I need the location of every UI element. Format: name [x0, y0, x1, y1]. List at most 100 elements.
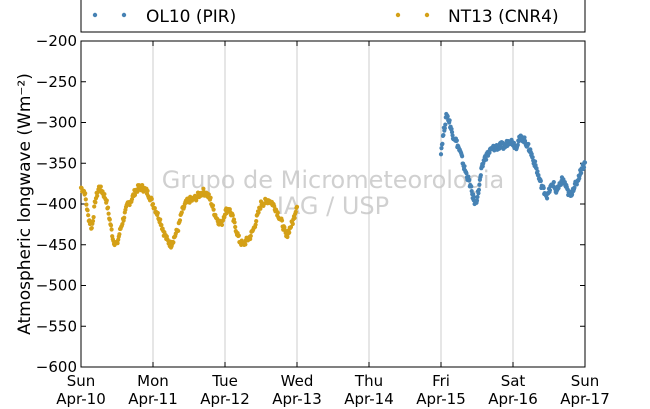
data-point-nt13 [256, 210, 261, 215]
data-point-ol10 [532, 159, 538, 164]
x-tick-label-date: Apr-16 [488, 390, 538, 408]
data-point-nt13 [95, 193, 100, 198]
data-point-nt13 [90, 218, 96, 224]
data-point-nt13 [104, 198, 109, 203]
data-point-nt13 [176, 228, 181, 234]
y-tick-label: −400 [36, 195, 77, 213]
watermark-line-1: Grupo de Micrometeorologia [162, 166, 504, 194]
x-tick-label-day: Thu [354, 372, 383, 390]
data-point-nt13 [135, 189, 140, 194]
data-point-nt13 [233, 224, 238, 230]
data-point-nt13 [106, 211, 111, 216]
x-tick-label-date: Apr-10 [56, 390, 106, 408]
data-point-nt13 [232, 220, 237, 225]
data-point-nt13 [275, 210, 280, 215]
data-point-nt13 [177, 218, 183, 223]
data-point-ol10 [551, 180, 556, 185]
data-point-nt13 [91, 215, 96, 220]
data-point-nt13 [219, 222, 225, 228]
data-point-ol10 [439, 146, 444, 151]
data-point-ol10 [449, 129, 455, 135]
data-point-ol10 [536, 173, 541, 178]
data-point-ol10 [441, 133, 446, 138]
data-point-nt13 [150, 201, 156, 207]
data-point-nt13 [294, 204, 300, 209]
data-point-ol10 [460, 154, 465, 159]
data-point-nt13 [179, 210, 184, 215]
x-tick-label-date: Apr-17 [560, 390, 610, 408]
y-tick-label: −450 [36, 236, 77, 254]
x-tick-label-date: Apr-14 [344, 390, 394, 408]
data-point-ol10 [445, 114, 450, 119]
x-tick-label-day: Fri [432, 372, 450, 390]
data-point-nt13 [129, 197, 135, 202]
data-point-ol10 [581, 165, 587, 170]
data-point-ol10 [442, 126, 447, 131]
data-point-nt13 [102, 191, 107, 197]
data-point-ol10 [582, 160, 588, 165]
data-point-ol10 [469, 184, 474, 189]
y-tick-label: −200 [36, 32, 77, 50]
data-point-nt13 [287, 230, 292, 235]
legend: OL10 (PIR) NT13 (CNR4) [80, 0, 586, 33]
data-point-ol10 [466, 174, 471, 179]
data-point-nt13 [243, 242, 248, 247]
data-point-ol10 [487, 150, 492, 155]
data-point-nt13 [109, 227, 114, 232]
data-point-nt13 [149, 196, 154, 202]
data-point-ol10 [475, 194, 480, 200]
data-point-nt13 [236, 233, 241, 238]
x-tick-label-date: Apr-13 [272, 390, 322, 408]
x-tick-label-date: Apr-11 [128, 390, 178, 408]
legend-marker-nt13-b [424, 12, 430, 18]
data-point-nt13 [83, 197, 88, 202]
y-tick-label: −500 [36, 277, 77, 295]
data-point-ol10 [526, 141, 531, 147]
data-point-nt13 [248, 233, 253, 239]
x-tick-label-day: Tue [211, 372, 238, 390]
data-point-ol10 [547, 188, 553, 193]
x-axis: SunApr-10MonApr-11TueApr-12WedApr-13ThuA… [56, 41, 610, 408]
x-tick-label-date: Apr-12 [200, 390, 250, 408]
data-point-ol10 [541, 185, 546, 191]
legend-marker-ol10-a [92, 12, 98, 18]
y-tick-label: −550 [36, 317, 77, 335]
data-point-nt13 [120, 221, 125, 227]
data-point-nt13 [155, 210, 160, 216]
data-point-ol10 [440, 141, 445, 146]
data-point-ol10 [538, 178, 543, 184]
data-point-ol10 [572, 185, 577, 190]
data-point-nt13 [292, 215, 297, 221]
y-tick-label: −350 [36, 154, 77, 172]
x-tick-label-day: Sun [67, 372, 96, 390]
data-point-nt13 [253, 222, 258, 227]
data-point-nt13 [201, 186, 206, 191]
x-tick-label-day: Mon [137, 372, 169, 390]
data-point-ol10 [472, 195, 477, 200]
data-point-nt13 [105, 205, 111, 210]
data-point-nt13 [158, 217, 163, 222]
data-point-nt13 [117, 232, 122, 237]
data-point-nt13 [145, 188, 150, 193]
data-point-nt13 [230, 213, 235, 218]
legend-marker-ol10-b [121, 12, 127, 18]
data-point-ol10 [530, 155, 535, 160]
y-axis-label: Atmospheric longwave (Wm⁻²) [15, 73, 35, 335]
data-point-ol10 [535, 169, 540, 174]
data-point-ol10 [467, 177, 472, 182]
data-point-nt13 [115, 241, 120, 246]
data-point-ol10 [462, 164, 467, 169]
data-point-nt13 [83, 191, 88, 196]
data-point-nt13 [258, 206, 263, 211]
data-point-ol10 [515, 142, 520, 148]
data-points [78, 111, 588, 250]
data-point-nt13 [92, 204, 97, 209]
y-tick-label: −250 [36, 73, 77, 91]
data-point-nt13 [86, 213, 91, 218]
data-point-ol10 [544, 196, 550, 201]
data-point-ol10 [574, 182, 579, 187]
x-tick-label-day: Sun [571, 372, 600, 390]
data-point-nt13 [279, 218, 285, 223]
y-axis: −600 −550 −500 −450 −400 −350 −300 −250 −200 [36, 32, 585, 376]
data-point-nt13 [107, 217, 112, 222]
